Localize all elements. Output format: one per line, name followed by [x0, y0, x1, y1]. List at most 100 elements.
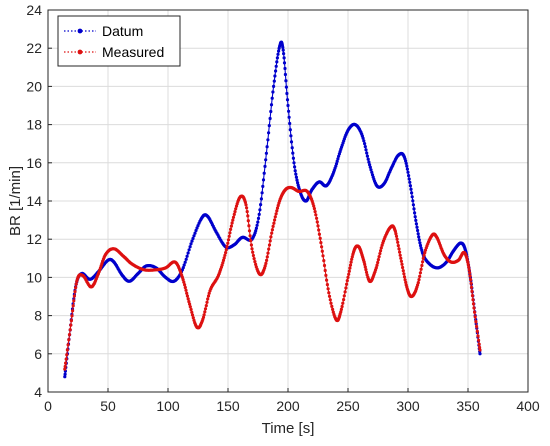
- data-point-measured: [191, 316, 195, 320]
- data-point-measured: [231, 215, 236, 219]
- data-point-measured: [317, 228, 321, 232]
- data-point-measured: [421, 256, 425, 260]
- data-point-measured: [267, 247, 271, 251]
- y-axis-label: BR [1/min]: [7, 166, 24, 236]
- data-point-measured: [474, 320, 478, 324]
- data-point-measured: [470, 294, 475, 298]
- data-point-measured: [345, 282, 349, 286]
- data-point-measured: [417, 278, 421, 282]
- data-point-datum: [411, 203, 415, 207]
- data-point-measured: [190, 313, 195, 317]
- data-point-datum: [270, 96, 274, 100]
- data-point-datum: [285, 98, 290, 102]
- data-point-datum: [335, 159, 339, 163]
- data-point-datum: [195, 226, 199, 230]
- data-point-measured: [330, 304, 334, 308]
- data-point-measured: [269, 235, 273, 239]
- data-point-measured: [71, 304, 75, 308]
- legend-entry-datum: Datum: [64, 23, 143, 39]
- data-point-measured: [418, 271, 422, 275]
- y-tick-label: 24: [26, 2, 42, 18]
- data-point-datum: [408, 184, 412, 188]
- legend: Datum Measured: [57, 15, 181, 67]
- data-point-measured: [245, 206, 249, 210]
- data-point-datum: [293, 169, 297, 173]
- data-point-measured: [229, 227, 233, 231]
- y-tick-label: 10: [26, 269, 42, 285]
- legend-marker-datum: [77, 28, 83, 34]
- data-point-measured: [345, 279, 349, 283]
- data-point-measured: [67, 333, 72, 337]
- data-point-measured: [326, 287, 330, 291]
- data-point-measured: [74, 286, 78, 290]
- data-point-measured: [314, 213, 318, 217]
- x-tick-label: 100: [156, 398, 180, 414]
- data-point-measured: [271, 224, 275, 228]
- data-point-measured: [339, 307, 343, 311]
- data-point-measured: [376, 258, 380, 262]
- data-point-datum: [261, 178, 266, 182]
- data-point-datum: [292, 161, 296, 165]
- series-measured: [63, 185, 482, 371]
- data-point-measured: [323, 268, 327, 273]
- data-point-measured: [419, 267, 423, 271]
- data-point-measured: [68, 328, 72, 332]
- data-point-datum: [266, 138, 270, 142]
- data-point-datum: [281, 45, 285, 50]
- data-point-datum: [262, 171, 266, 175]
- data-point-datum: [274, 64, 278, 68]
- data-point-datum: [191, 236, 195, 241]
- data-point-measured: [327, 291, 331, 295]
- data-point-measured: [206, 294, 211, 298]
- data-point-datum: [261, 184, 265, 188]
- data-point-datum: [364, 148, 368, 152]
- data-point-measured: [398, 253, 402, 257]
- data-point-measured: [63, 364, 67, 369]
- data-point-measured: [318, 236, 322, 240]
- data-point-measured: [234, 207, 238, 211]
- data-point-datum: [268, 116, 272, 121]
- data-point-measured: [249, 239, 253, 243]
- data-point-measured: [376, 260, 380, 265]
- data-point-datum: [409, 187, 413, 191]
- data-point-datum: [478, 352, 482, 356]
- data-point-datum: [264, 151, 268, 155]
- data-point-measured: [232, 212, 236, 216]
- data-point-measured: [274, 212, 278, 216]
- data-point-datum: [413, 211, 417, 215]
- data-point-measured: [342, 294, 346, 298]
- data-point-measured: [72, 299, 76, 303]
- data-point-datum: [257, 212, 261, 216]
- legend-label-datum: Datum: [102, 23, 143, 39]
- data-point-measured: [475, 329, 479, 333]
- data-point-measured: [184, 288, 188, 292]
- data-point-measured: [401, 265, 405, 270]
- data-point-measured: [420, 263, 424, 268]
- data-point-datum: [295, 178, 299, 182]
- x-tick-label: 0: [44, 398, 52, 414]
- data-point-measured: [188, 302, 192, 306]
- y-tick-label: 16: [26, 155, 42, 171]
- data-point-measured: [344, 286, 348, 290]
- data-point-datum: [291, 151, 295, 155]
- data-point-measured: [72, 294, 76, 298]
- data-point-datum: [337, 154, 341, 158]
- data-point-measured: [265, 255, 269, 259]
- data-point-datum: [185, 254, 189, 258]
- data-point-datum: [294, 172, 298, 176]
- data-point-datum: [416, 228, 420, 233]
- data-point-datum: [366, 157, 370, 161]
- data-point-datum: [290, 146, 294, 150]
- data-point-measured: [348, 263, 353, 267]
- data-point-datum: [271, 90, 275, 94]
- data-point-datum: [283, 66, 287, 71]
- data-point-datum: [182, 263, 186, 267]
- data-point-datum: [188, 245, 192, 249]
- data-point-measured: [203, 307, 208, 311]
- data-point-datum: [272, 79, 276, 83]
- data-point-datum: [263, 164, 267, 168]
- data-point-measured: [247, 229, 252, 233]
- data-point-datum: [288, 128, 292, 132]
- data-point-measured: [342, 298, 346, 302]
- data-point-datum: [254, 226, 258, 230]
